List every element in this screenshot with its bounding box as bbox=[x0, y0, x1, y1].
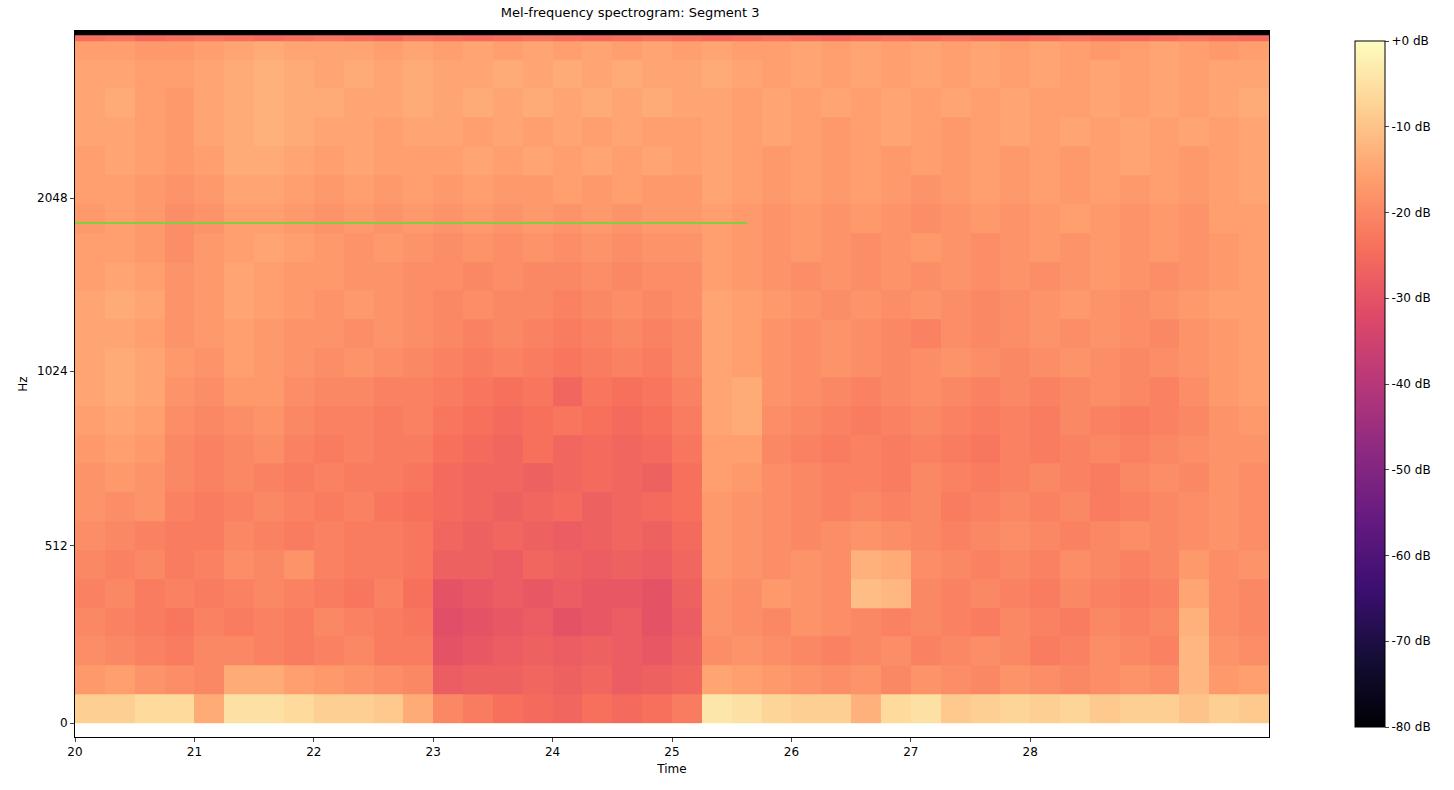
svg-text:27: 27 bbox=[903, 745, 918, 759]
svg-text:22: 22 bbox=[306, 745, 321, 759]
svg-text:-40 dB: -40 dB bbox=[1391, 377, 1430, 391]
svg-text:-20 dB: -20 dB bbox=[1391, 206, 1430, 220]
svg-text:+0 dB: +0 dB bbox=[1391, 34, 1428, 48]
svg-text:0: 0 bbox=[60, 716, 68, 730]
svg-text:Time: Time bbox=[656, 762, 686, 776]
svg-text:26: 26 bbox=[784, 745, 799, 759]
svg-text:2048: 2048 bbox=[37, 191, 68, 205]
svg-text:-10 dB: -10 dB bbox=[1391, 120, 1430, 134]
svg-text:28: 28 bbox=[1023, 745, 1038, 759]
svg-text:Mel-frequency spectrogram: Seg: Mel-frequency spectrogram: Segment 3 bbox=[501, 5, 760, 20]
svg-text:-60 dB: -60 dB bbox=[1391, 549, 1430, 563]
svg-text:-50 dB: -50 dB bbox=[1391, 463, 1430, 477]
svg-text:-30 dB: -30 dB bbox=[1391, 291, 1430, 305]
svg-text:21: 21 bbox=[187, 745, 202, 759]
svg-text:Hz: Hz bbox=[16, 376, 30, 391]
svg-text:24: 24 bbox=[545, 745, 560, 759]
svg-text:1024: 1024 bbox=[37, 364, 68, 378]
svg-text:-80 dB: -80 dB bbox=[1391, 720, 1430, 734]
svg-text:20: 20 bbox=[67, 745, 82, 759]
svg-text:23: 23 bbox=[426, 745, 441, 759]
svg-text:25: 25 bbox=[664, 745, 679, 759]
svg-text:512: 512 bbox=[45, 539, 68, 553]
svg-text:-70 dB: -70 dB bbox=[1391, 634, 1430, 648]
